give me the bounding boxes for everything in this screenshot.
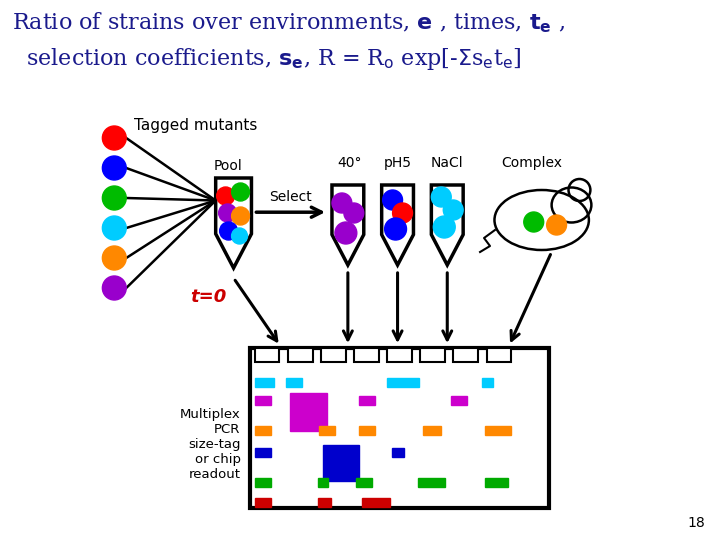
Bar bbox=[318, 498, 330, 507]
Bar bbox=[255, 426, 271, 435]
Bar bbox=[454, 348, 478, 362]
Circle shape bbox=[219, 204, 237, 222]
Bar bbox=[392, 448, 404, 457]
Circle shape bbox=[433, 216, 455, 238]
Circle shape bbox=[444, 200, 463, 220]
Polygon shape bbox=[431, 185, 463, 265]
Bar bbox=[255, 448, 271, 457]
Bar bbox=[387, 378, 419, 387]
Polygon shape bbox=[332, 185, 364, 265]
Circle shape bbox=[523, 212, 544, 232]
Polygon shape bbox=[382, 185, 413, 265]
Text: Select: Select bbox=[269, 190, 312, 204]
Text: Tagged mutants: Tagged mutants bbox=[134, 118, 258, 133]
Bar bbox=[359, 396, 375, 405]
Bar bbox=[487, 348, 511, 362]
Bar bbox=[359, 426, 375, 435]
Polygon shape bbox=[216, 178, 251, 268]
Text: t=0: t=0 bbox=[191, 288, 227, 306]
Bar bbox=[387, 348, 412, 362]
Circle shape bbox=[344, 203, 364, 223]
Text: 40°: 40° bbox=[338, 156, 362, 170]
Bar bbox=[423, 426, 441, 435]
Bar bbox=[323, 445, 359, 481]
Text: 18: 18 bbox=[688, 516, 706, 530]
Bar bbox=[255, 348, 279, 362]
Bar bbox=[255, 498, 271, 507]
Bar bbox=[319, 426, 335, 435]
Circle shape bbox=[102, 156, 126, 180]
Bar bbox=[255, 478, 271, 487]
Circle shape bbox=[102, 276, 126, 300]
Bar bbox=[420, 348, 445, 362]
Circle shape bbox=[335, 222, 357, 244]
Text: selection coefficients, $\mathbf{s}_\mathbf{e}$, R = R$_\mathrm{o}$ exp[-$\Sigma: selection coefficients, $\mathbf{s}_\mat… bbox=[12, 46, 521, 72]
Circle shape bbox=[102, 186, 126, 210]
Circle shape bbox=[102, 246, 126, 270]
Bar bbox=[485, 478, 508, 487]
Circle shape bbox=[392, 203, 413, 223]
Bar bbox=[362, 498, 390, 507]
Circle shape bbox=[217, 187, 235, 205]
Text: Multiplex
PCR
size-tag
or chip
readout: Multiplex PCR size-tag or chip readout bbox=[180, 408, 240, 481]
Circle shape bbox=[232, 207, 249, 225]
Text: NaCl: NaCl bbox=[431, 156, 464, 170]
Circle shape bbox=[232, 183, 249, 201]
Bar bbox=[255, 396, 271, 405]
Bar bbox=[321, 348, 346, 362]
Bar bbox=[356, 478, 372, 487]
Bar bbox=[255, 378, 274, 387]
Circle shape bbox=[102, 126, 126, 150]
Circle shape bbox=[332, 193, 352, 213]
Bar bbox=[289, 393, 328, 431]
Bar bbox=[286, 378, 302, 387]
Text: Complex: Complex bbox=[501, 156, 562, 170]
Text: pH5: pH5 bbox=[384, 156, 412, 170]
Bar bbox=[288, 348, 312, 362]
Circle shape bbox=[232, 228, 248, 244]
Bar bbox=[251, 348, 549, 508]
Bar bbox=[451, 396, 467, 405]
Circle shape bbox=[431, 187, 451, 207]
Text: Pool: Pool bbox=[214, 159, 243, 173]
Bar bbox=[485, 426, 511, 435]
Circle shape bbox=[546, 215, 567, 235]
Circle shape bbox=[220, 222, 238, 240]
Circle shape bbox=[102, 216, 126, 240]
Circle shape bbox=[382, 190, 402, 210]
Text: Ratio of strains over environments, $\mathbf{e}$ , times, $\mathbf{t}_\mathbf{e}: Ratio of strains over environments, $\ma… bbox=[12, 10, 565, 35]
Bar bbox=[354, 348, 379, 362]
Bar bbox=[482, 378, 493, 387]
Circle shape bbox=[384, 218, 407, 240]
Bar bbox=[418, 478, 445, 487]
Bar bbox=[318, 478, 328, 487]
